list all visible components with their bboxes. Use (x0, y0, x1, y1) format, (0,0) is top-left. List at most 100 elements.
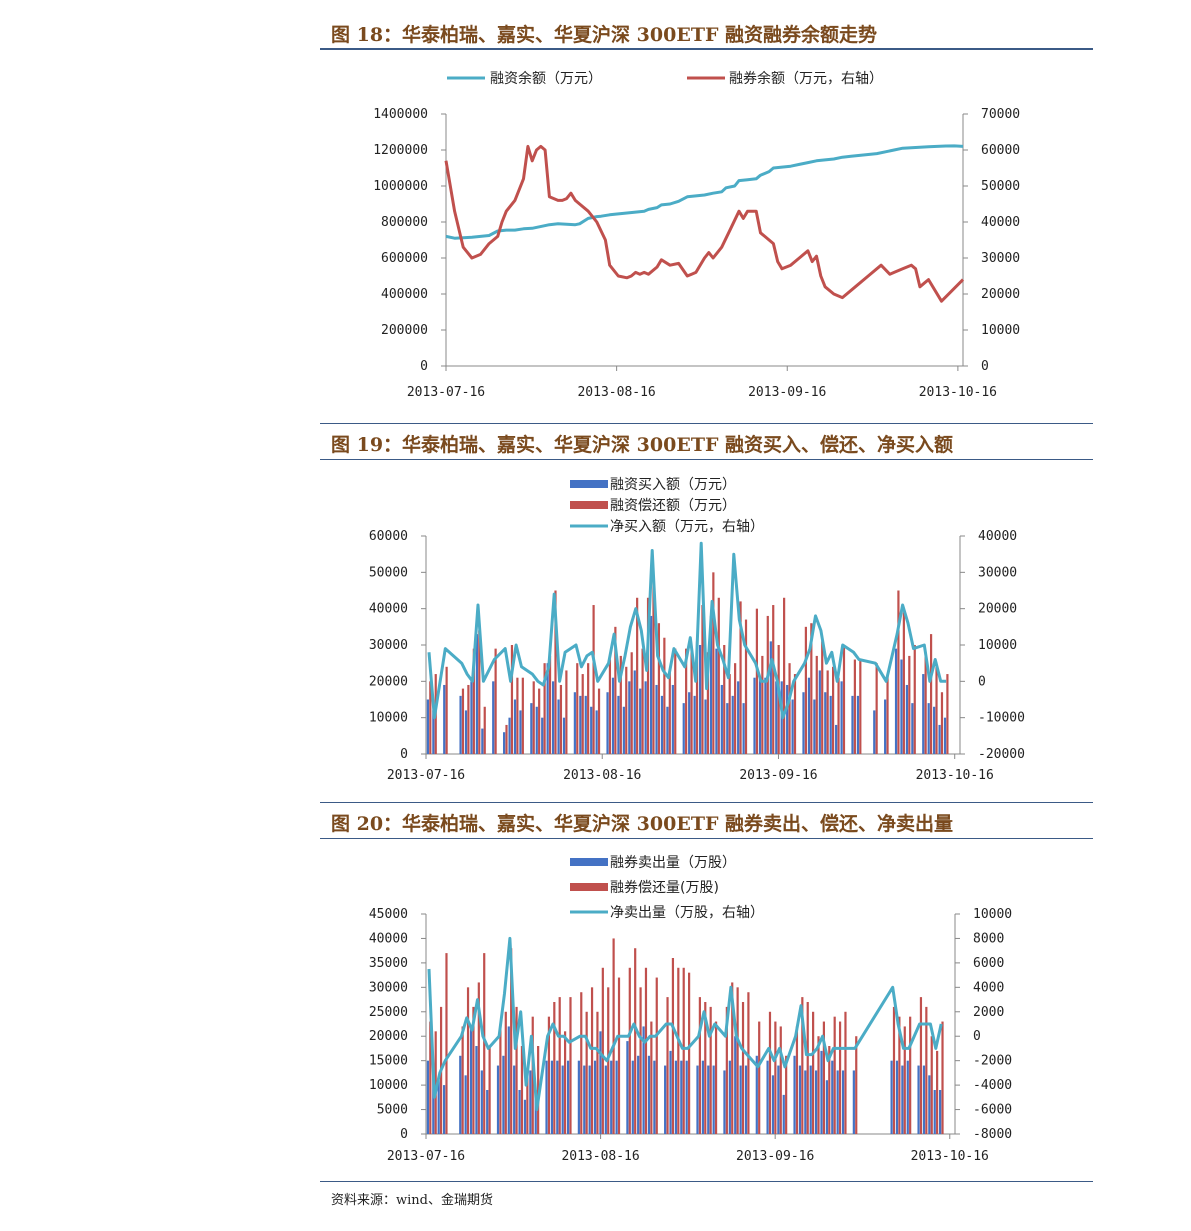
open-bar (831, 1060, 834, 1134)
open-bar (895, 1060, 899, 1134)
open-bar (943, 717, 947, 754)
repay-bar (892, 1006, 896, 1134)
repay-bar (601, 967, 604, 1134)
repay-bar (936, 1050, 939, 1134)
repay-bar (617, 977, 621, 1134)
open-bar (606, 692, 609, 754)
legend-label: 融券卖出量（万股） (610, 855, 736, 871)
repay-bar (723, 645, 726, 754)
open-bar (777, 1065, 780, 1134)
open-bar (688, 692, 691, 754)
repay-bar (666, 997, 669, 1134)
repay-bar (930, 1036, 933, 1134)
open-bar (653, 1060, 656, 1134)
right-tick-label: 6000 (973, 956, 1004, 971)
repay-bar (466, 987, 470, 1134)
repay-bar (510, 645, 514, 754)
open-bar (523, 1099, 527, 1134)
repay-bar (429, 1021, 432, 1134)
repay-bar (768, 1011, 772, 1134)
open-bar (432, 1065, 435, 1134)
open-bar (469, 1026, 473, 1134)
open-bar (550, 1060, 554, 1134)
open-bar (464, 710, 468, 754)
open-bar (674, 1060, 678, 1134)
repay-bar (897, 590, 900, 754)
repay-bar (608, 659, 612, 754)
repay-bar (946, 674, 949, 754)
repay-bar (728, 674, 731, 754)
left-tick-label: 20000 (369, 674, 408, 689)
open-bar (905, 684, 909, 754)
open-bar (890, 1060, 893, 1134)
open-bar (588, 1065, 591, 1134)
open-bar (459, 695, 462, 754)
open-bar (720, 684, 723, 754)
repay-bar (734, 663, 737, 754)
repay-bar (761, 655, 764, 754)
repay-bar (553, 1002, 556, 1134)
open-bar (631, 1060, 634, 1134)
open-bar (791, 699, 794, 754)
repay-bar (925, 1006, 928, 1134)
open-bar (680, 1060, 683, 1134)
repay-bar (472, 1006, 475, 1134)
repay-bar (941, 1021, 944, 1134)
repay-bar (619, 655, 622, 754)
repay-bar (634, 948, 637, 1134)
repay-bar (908, 655, 911, 754)
open-bar (856, 695, 860, 754)
open-bar (655, 684, 658, 754)
repay-bar (515, 1006, 518, 1134)
repay-bar (785, 1055, 788, 1134)
repay-bar (478, 630, 481, 754)
repay-bar (815, 655, 818, 754)
repay-bar (698, 997, 701, 1134)
open-bar (671, 684, 674, 754)
left-tick-label: 0 (400, 747, 408, 762)
open-bar (840, 681, 843, 754)
repay-bar (755, 608, 758, 754)
repay-bar (875, 663, 878, 754)
open-bar (644, 681, 647, 754)
open-bar (470, 681, 473, 754)
open-bar (541, 717, 544, 754)
open-bar (573, 692, 576, 754)
open-bar (639, 688, 642, 754)
open-bar (835, 724, 838, 754)
repay-bar (590, 987, 594, 1134)
repay-bar (793, 674, 797, 754)
x-tick-label: 2013-10-16 (919, 385, 997, 400)
open-bar (637, 1055, 640, 1134)
figure-19-rule (320, 459, 1093, 460)
left-tick-label: 20000 (369, 1029, 408, 1044)
legend-label: 融资偿还额（万元） (610, 498, 736, 514)
repay-bar (581, 674, 584, 754)
repay-bar (929, 634, 933, 754)
open-bar (566, 1060, 570, 1134)
repay-bar (725, 1006, 728, 1134)
repay-bar (652, 575, 655, 754)
repay-bar (821, 641, 824, 754)
repay-bar (741, 1002, 745, 1134)
repay-bar (758, 1021, 761, 1134)
repay-bar (806, 1002, 809, 1134)
legend-bar-swatch (570, 480, 608, 488)
open-bar (426, 1060, 429, 1134)
repay-bar (804, 626, 807, 754)
right-tick-label: 0 (973, 1029, 981, 1044)
open-bar (704, 699, 707, 754)
x-tick-label: 2013-08-16 (563, 768, 641, 783)
repay-bar (614, 626, 617, 754)
right-tick-label: -8000 (973, 1127, 1012, 1142)
repay-bar (701, 605, 704, 754)
repay-bar (837, 677, 840, 754)
repay-bar (783, 597, 786, 754)
open-bar (917, 1065, 920, 1134)
repay-bar (909, 1016, 912, 1134)
open-bar (829, 695, 832, 754)
repay-bar (706, 652, 710, 754)
repay-bar (663, 637, 666, 754)
repay-bar (685, 648, 688, 754)
open-bar (769, 641, 772, 754)
